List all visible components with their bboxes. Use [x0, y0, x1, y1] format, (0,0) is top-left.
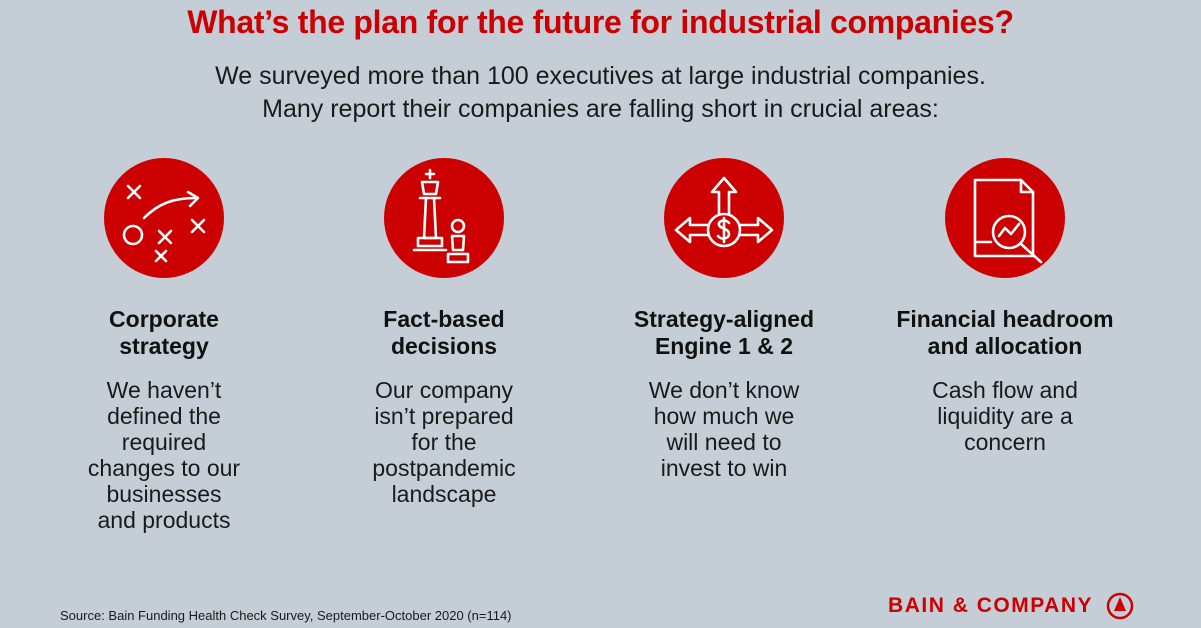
- column-body: We haven’t defined the required changes …: [34, 377, 294, 533]
- page-subtitle: We surveyed more than 100 executives at …: [0, 60, 1201, 126]
- heading-line: Engine 1 & 2: [654, 333, 794, 359]
- column-strategy-aligned: Strategy-aligned Engine 1 & 2 We don’t k…: [594, 158, 854, 481]
- column-fact-based-decisions: Fact-based decisions Our company isn’t p…: [314, 158, 574, 507]
- heading-line: Financial headroom: [896, 306, 1114, 332]
- subtitle-line: We surveyed more than 100 executives at …: [215, 62, 986, 90]
- heading-line: and allocation: [927, 333, 1083, 359]
- body-line: will need to: [666, 429, 782, 455]
- column-corporate-strategy: Corporate strategy We haven’t defined th…: [34, 158, 294, 533]
- body-line: required: [121, 429, 207, 455]
- body-line: and products: [97, 507, 231, 533]
- body-line: We don’t know: [648, 377, 800, 403]
- body-line: defined the: [107, 403, 221, 429]
- heading-line: Corporate: [109, 306, 219, 332]
- body-line: businesses: [106, 481, 222, 507]
- body-line: Cash flow and: [932, 377, 1078, 403]
- body-line: postpandemic: [372, 455, 516, 481]
- body-line: landscape: [391, 481, 497, 507]
- logo-text: BAIN & COMPANY: [888, 594, 1093, 617]
- body-line: concern: [964, 429, 1046, 455]
- source-note: Source: Bain Funding Health Check Survey…: [60, 608, 512, 623]
- column-heading: Corporate strategy: [34, 306, 294, 360]
- heading-line: strategy: [119, 333, 209, 359]
- body-line: invest to win: [660, 455, 788, 481]
- heading-line: decisions: [390, 333, 498, 359]
- body-line: We haven’t: [106, 377, 222, 403]
- dollar-arrows-icon: [664, 158, 784, 278]
- column-heading: Financial headroom and allocation: [875, 306, 1135, 360]
- bain-logo: BAIN & COMPANY: [888, 591, 1135, 621]
- chess-pieces-icon: [384, 158, 504, 278]
- body-line: for the: [411, 429, 477, 455]
- column-heading: Fact-based decisions: [314, 306, 574, 360]
- compass-logo-icon: [1106, 592, 1134, 620]
- column-body: Our company isn’t prepared for the postp…: [314, 377, 574, 507]
- heading-line: Strategy-aligned: [633, 306, 815, 332]
- body-line: liquidity are a: [937, 403, 1073, 429]
- page-title: What’s the plan for the future for indus…: [187, 4, 1014, 40]
- body-line: changes to our: [87, 455, 241, 481]
- column-heading: Strategy-aligned Engine 1 & 2: [594, 306, 854, 360]
- heading-line: Fact-based: [383, 306, 505, 332]
- body-line: isn’t prepared: [374, 403, 514, 429]
- column-body: Cash flow and liquidity are a concern: [875, 377, 1135, 455]
- body-line: Our company: [374, 377, 514, 403]
- strategy-play-icon: [104, 158, 224, 278]
- subtitle-line: Many report their companies are falling …: [262, 95, 939, 123]
- column-financial-headroom: Financial headroom and allocation Cash f…: [875, 158, 1135, 455]
- column-body: We don’t know how much we will need to i…: [594, 377, 854, 481]
- body-line: how much we: [653, 403, 795, 429]
- document-magnifier-icon: [945, 158, 1065, 278]
